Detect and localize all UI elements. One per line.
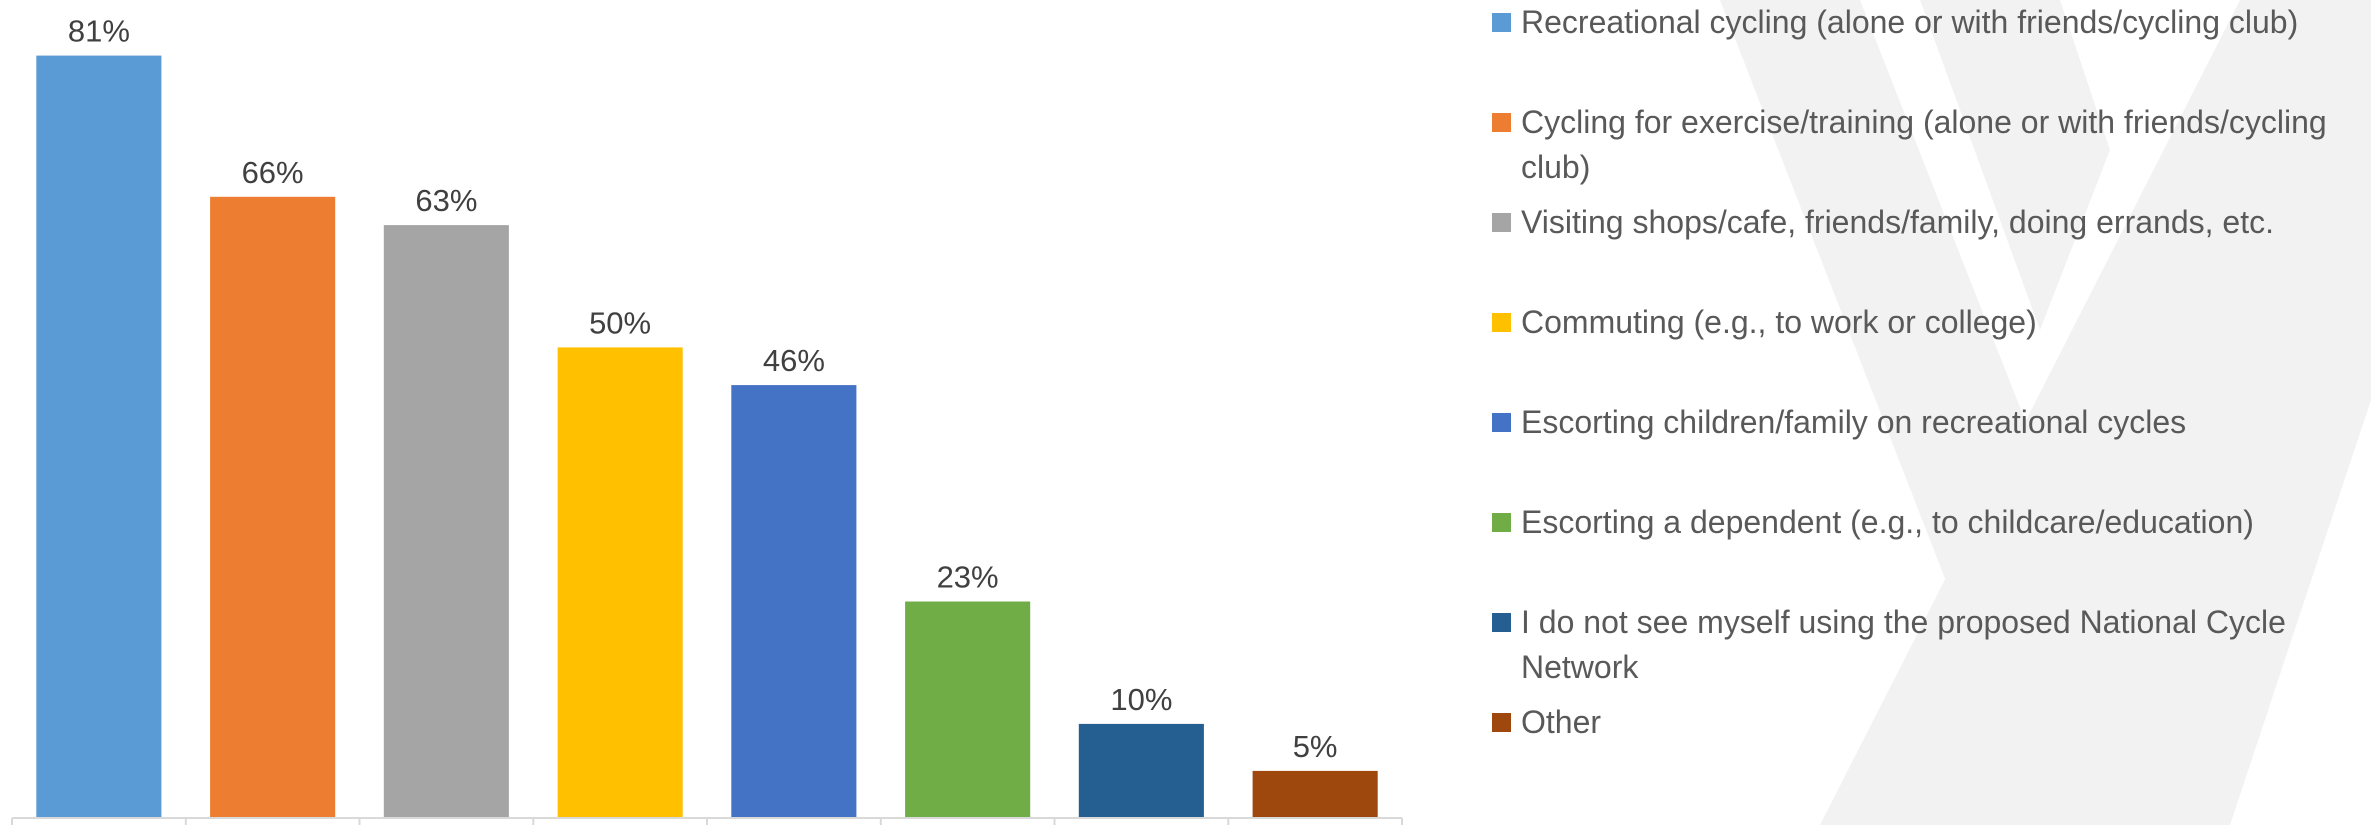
- legend-label: Visiting shops/cafe, friends/family, doi…: [1521, 204, 2274, 240]
- legend-swatch: [1492, 113, 1511, 132]
- legend: Recreational cycling (alone or with frie…: [1492, 0, 2352, 790]
- bar-value-label: 63%: [415, 183, 477, 218]
- bar-7: [1078, 723, 1204, 818]
- legend-swatch: [1492, 413, 1511, 432]
- x-axis: [11, 817, 1403, 825]
- data-labels: 81% 66% 63% 50% 46% 23% 10% 5%: [68, 14, 1338, 764]
- bar-4: [557, 347, 683, 818]
- legend-item: Cycling for exercise/training (alone or …: [1492, 100, 2352, 190]
- legend-label: Cycling for exercise/training (alone or …: [1521, 104, 2327, 185]
- legend-swatch: [1492, 613, 1511, 632]
- legend-swatch: [1492, 313, 1511, 332]
- legend-item: Commuting (e.g., to work or college): [1492, 300, 2352, 345]
- legend-swatch: [1492, 213, 1511, 232]
- bar-2: [210, 196, 336, 819]
- legend-label: Escorting children/family on recreationa…: [1521, 404, 2187, 440]
- legend-item: I do not see myself using the proposed N…: [1492, 600, 2352, 690]
- legend-item: Escorting children/family on recreationa…: [1492, 400, 2352, 445]
- bar-3: [383, 225, 509, 819]
- bar-value-label: 81%: [68, 14, 130, 49]
- bar-value-label: 10%: [1110, 682, 1172, 717]
- bar-value-label: 5%: [1293, 729, 1338, 764]
- legend-swatch: [1492, 513, 1511, 532]
- bar-value-label: 23%: [937, 560, 999, 595]
- bar-value-label: 46%: [763, 343, 825, 378]
- bars: [36, 55, 1378, 819]
- legend-item: Other: [1492, 700, 2352, 745]
- bar-value-label: 66%: [242, 155, 304, 190]
- legend-swatch: [1492, 13, 1511, 32]
- bar-6: [905, 601, 1031, 818]
- bar-1: [36, 55, 162, 819]
- legend-label: Recreational cycling (alone or with frie…: [1521, 4, 2299, 40]
- legend-label: I do not see myself using the proposed N…: [1521, 604, 2286, 685]
- legend-item: Escorting a dependent (e.g., to childcar…: [1492, 500, 2352, 545]
- bar-value-label: 50%: [589, 305, 651, 340]
- legend-item: Visiting shops/cafe, friends/family, doi…: [1492, 200, 2352, 245]
- legend-swatch: [1492, 713, 1511, 732]
- bar-chart: 81% 66% 63% 50% 46% 23% 10% 5%: [11, 14, 1403, 825]
- legend-label: Escorting a dependent (e.g., to childcar…: [1521, 504, 2254, 540]
- legend-label: Other: [1521, 704, 1602, 740]
- legend-label: Commuting (e.g., to work or college): [1521, 304, 2037, 340]
- legend-item: Recreational cycling (alone or with frie…: [1492, 0, 2352, 45]
- bar-5: [731, 385, 857, 818]
- bar-8: [1252, 770, 1378, 818]
